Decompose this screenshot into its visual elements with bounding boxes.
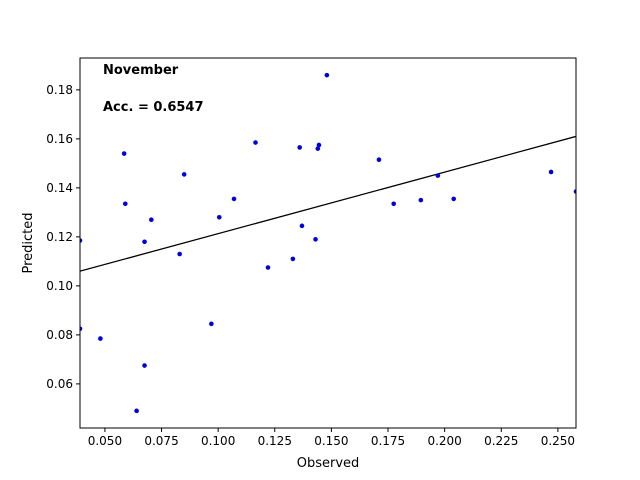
- data-point: [418, 197, 424, 203]
- data-point: [122, 201, 128, 207]
- y-axis-label: Predicted: [21, 212, 36, 273]
- data-point: [573, 189, 576, 194]
- data-point: [98, 336, 103, 341]
- x-axis-ticks: 0.050 0.075 0.100 0.125 0.150 0.175 0.200 0.225…: [88, 428, 575, 448]
- y-tick-label: 0.08: [46, 328, 73, 342]
- data-point: [149, 217, 154, 223]
- y-tick-label: 0.18: [46, 83, 73, 97]
- data-point: [313, 237, 318, 242]
- x-tick-label: 0.150: [314, 434, 348, 448]
- data-point: [216, 214, 222, 220]
- y-tick-label: 0.10: [46, 279, 73, 293]
- y-tick-label: 0.14: [46, 181, 73, 195]
- data-point: [231, 196, 237, 202]
- data-point: [177, 251, 182, 257]
- data-point: [80, 326, 83, 332]
- data-point: [548, 169, 554, 175]
- y-axis-ticks: 0.06 0.08 0.10 0.12 0.14 0.16 0.18: [46, 83, 80, 391]
- y-tick-label: 0.12: [46, 230, 73, 244]
- y-tick-label: 0.16: [46, 132, 73, 146]
- data-point: [181, 172, 187, 177]
- x-axis-label: Observed: [297, 456, 360, 471]
- data-point: [297, 145, 302, 150]
- y-tick-label: 0.06: [46, 377, 73, 391]
- x-tick-label: 0.100: [201, 434, 235, 448]
- data-point: [142, 363, 147, 368]
- data-point: [142, 239, 147, 245]
- data-point: [80, 238, 83, 243]
- data-point: [290, 256, 296, 262]
- x-tick-label: 0.125: [258, 434, 292, 448]
- data-point: [391, 201, 396, 207]
- data-point: [209, 321, 214, 327]
- regression-line: [80, 135, 576, 272]
- data-point: [324, 72, 330, 78]
- data-point: [134, 408, 139, 414]
- x-tick-label: 0.225: [484, 434, 518, 448]
- data-point: [121, 151, 127, 156]
- plot-area-frame: [79, 57, 577, 429]
- data-point: [265, 265, 271, 270]
- data-point: [299, 223, 305, 229]
- x-tick-label: 0.175: [371, 434, 405, 448]
- annotation-accuracy: Acc. = 0.6547: [103, 100, 204, 115]
- data-point: [316, 142, 322, 148]
- data-point: [315, 146, 321, 151]
- data-point: [253, 140, 258, 145]
- plot-content: [80, 72, 576, 414]
- x-tick-label: 0.200: [427, 434, 461, 448]
- data-point: [435, 173, 441, 178]
- data-point: [451, 196, 456, 202]
- data-point: [376, 157, 382, 162]
- x-tick-label: 0.050: [88, 434, 122, 448]
- x-tick-label: 0.250: [541, 434, 575, 448]
- annotation-title: November: [103, 63, 179, 78]
- x-tick-label: 0.075: [144, 434, 178, 448]
